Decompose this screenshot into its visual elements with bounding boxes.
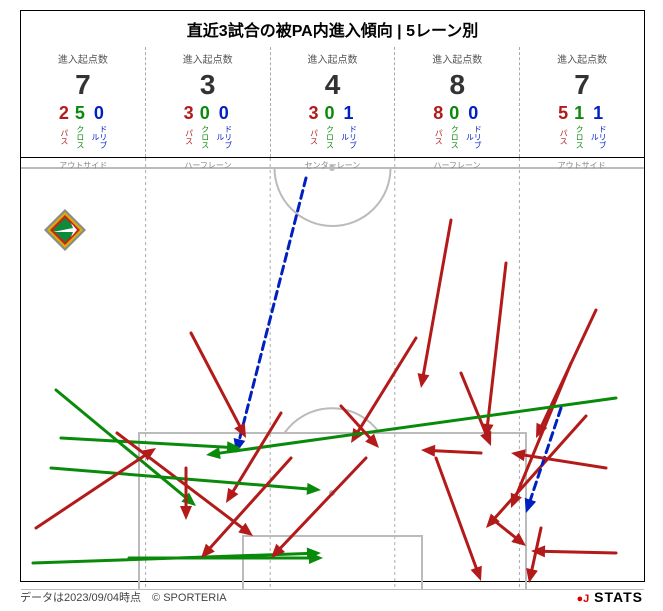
lane-dribble-count: 0 xyxy=(468,104,478,122)
lane-pass-count: 8 xyxy=(433,104,443,122)
lane-breakdown: 3パス 0クロス 1ドリブル xyxy=(273,104,393,151)
lane-dribble-label: ドリブル xyxy=(590,123,606,151)
lane-dribble-label: ドリブル xyxy=(341,123,357,151)
lane-dribble-count: 0 xyxy=(94,104,104,122)
lane-col-4: 進入起点数 7 5パス 1クロス 1ドリブル xyxy=(520,47,644,157)
lane-dribble-label: ドリブル xyxy=(465,123,481,151)
lane-name: ハーフレーン xyxy=(146,158,271,171)
lane-cross-label: クロス xyxy=(76,123,84,151)
lane-dribble-label: ドリブル xyxy=(91,123,107,151)
lane-header-label: 進入起点数 xyxy=(397,51,517,66)
lane-pass-count: 3 xyxy=(184,104,194,122)
footer-text: データは2023/09/04時点 © SPORTERIA xyxy=(20,589,227,605)
lane-total: 3 xyxy=(148,68,268,102)
lane-name: アウトサイド xyxy=(21,158,146,171)
lane-name: センターレーン xyxy=(270,158,395,171)
lane-total: 8 xyxy=(397,68,517,102)
lane-name: ハーフレーン xyxy=(395,158,520,171)
lane-pass-label: パス xyxy=(185,123,193,151)
lane-header-label: 進入起点数 xyxy=(273,51,393,66)
lane-header-label: 進入起点数 xyxy=(23,51,143,66)
lane-pass-label: パス xyxy=(434,123,442,151)
lane-breakdown: 5パス 1クロス 1ドリブル xyxy=(522,104,642,151)
lane-col-2: 進入起点数 4 3パス 0クロス 1ドリブル xyxy=(271,47,396,157)
lane-total: 7 xyxy=(23,68,143,102)
lane-name-row: アウトサイド ハーフレーン センターレーン ハーフレーン アウトサイド xyxy=(21,158,644,171)
pitch-area: アウトサイド ハーフレーン センターレーン ハーフレーン アウトサイド xyxy=(21,158,644,590)
footer: データは2023/09/04時点 © SPORTERIA ●J STATS xyxy=(20,589,643,605)
lane-col-3: 進入起点数 8 8パス 0クロス 0ドリブル xyxy=(395,47,520,157)
lane-cross-count: 0 xyxy=(200,104,210,122)
lane-pass-label: パス xyxy=(309,123,317,151)
lane-pass-label: パス xyxy=(559,123,567,151)
lane-header-label: 進入起点数 xyxy=(522,51,642,66)
stats-logo-j: ●J xyxy=(577,593,590,605)
lane-dribble-label: ドリブル xyxy=(216,123,232,151)
lane-total: 7 xyxy=(522,68,642,102)
lane-pass-count: 2 xyxy=(59,104,69,122)
pitch-svg xyxy=(21,158,644,590)
stats-logo: ●J STATS xyxy=(577,589,643,605)
lane-col-0: 進入起点数 7 2パス 5クロス 0ドリブル xyxy=(21,47,146,157)
lane-cross-count: 0 xyxy=(449,104,459,122)
lane-cross-count: 5 xyxy=(75,104,85,122)
lane-breakdown: 3パス 0クロス 0ドリブル xyxy=(148,104,268,151)
lane-name: アウトサイド xyxy=(519,158,644,171)
team-logo-icon xyxy=(43,208,87,252)
lane-dribble-count: 1 xyxy=(343,104,353,122)
lane-dribble-count: 0 xyxy=(219,104,229,122)
lane-cross-label: クロス xyxy=(575,123,583,151)
stats-logo-rest: STATS xyxy=(589,589,643,605)
lane-cross-label: クロス xyxy=(325,123,333,151)
lane-pass-count: 5 xyxy=(558,104,568,122)
lane-breakdown: 8パス 0クロス 0ドリブル xyxy=(397,104,517,151)
chart-frame: 直近3試合の被PA内進入傾向 | 5レーン別 進入起点数 7 2パス 5クロス … xyxy=(20,10,645,582)
lane-pass-label: パス xyxy=(60,123,68,151)
lane-total: 4 xyxy=(273,68,393,102)
lane-pass-count: 3 xyxy=(308,104,318,122)
lane-cross-count: 1 xyxy=(574,104,584,122)
lane-cross-label: クロス xyxy=(450,123,458,151)
lane-dribble-count: 1 xyxy=(593,104,603,122)
lane-col-1: 進入起点数 3 3パス 0クロス 0ドリブル xyxy=(146,47,271,157)
lane-cross-count: 0 xyxy=(324,104,334,122)
chart-title: 直近3試合の被PA内進入傾向 | 5レーン別 xyxy=(21,11,644,47)
lanes-header: 進入起点数 7 2パス 5クロス 0ドリブル 進入起点数 3 3パス 0クロス … xyxy=(21,47,644,158)
lane-header-label: 進入起点数 xyxy=(148,51,268,66)
lane-cross-label: クロス xyxy=(201,123,209,151)
lane-breakdown: 2パス 5クロス 0ドリブル xyxy=(23,104,143,151)
